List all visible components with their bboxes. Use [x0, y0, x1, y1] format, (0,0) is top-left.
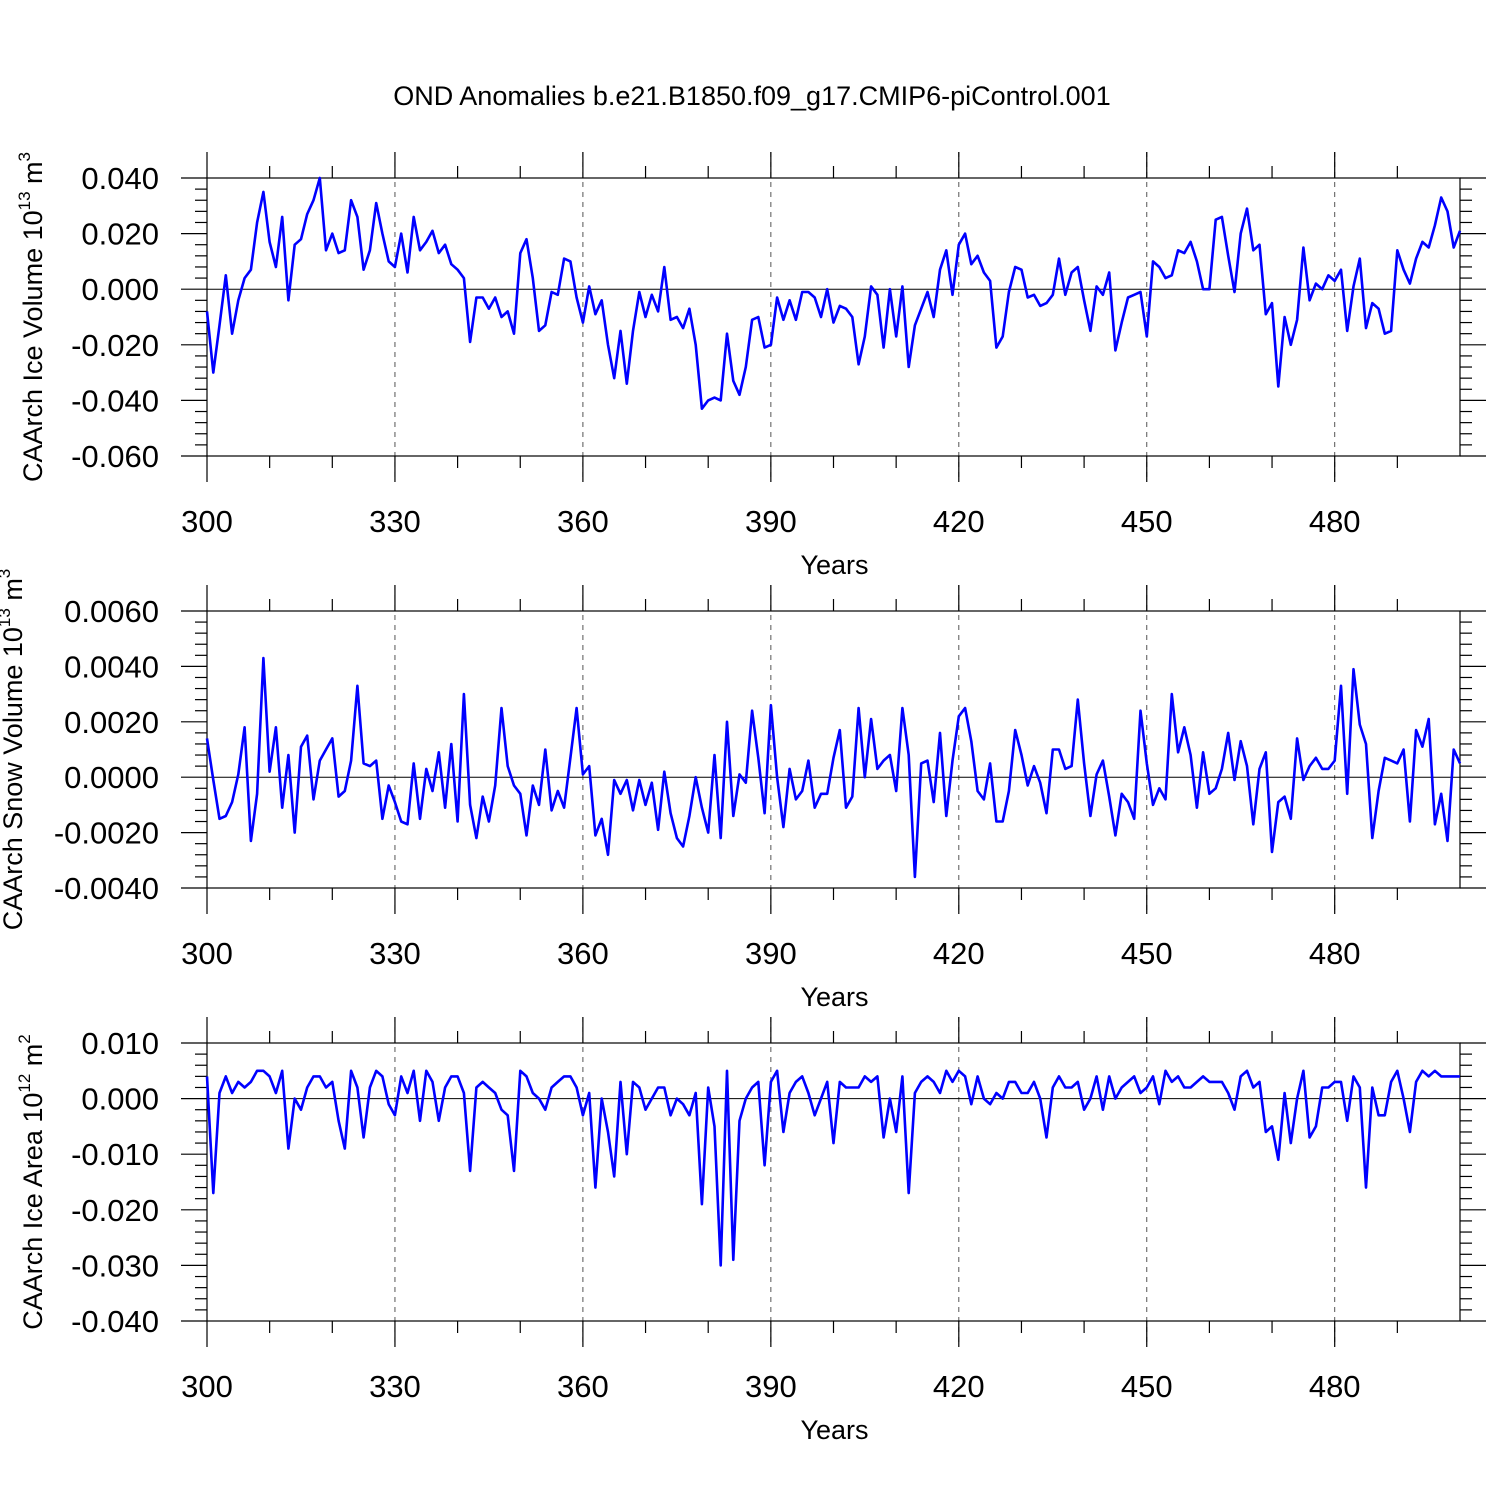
x-tick-label: 420 [933, 936, 985, 971]
y-tick-label: 0.0020 [64, 705, 159, 740]
y-tick-label: -0.040 [71, 1304, 159, 1339]
x-tick-label: 390 [745, 504, 797, 539]
y-axis-label-main: CAArch Ice Area 10 [18, 1093, 48, 1330]
y-tick-label: -0.020 [71, 328, 159, 363]
y-tick-label: 0.010 [81, 1026, 159, 1061]
y-tick-label: -0.010 [71, 1137, 159, 1172]
x-tick-label: 330 [369, 504, 421, 539]
x-axis-label: Years [800, 1415, 868, 1445]
panel-1: 300 330 360 390 420 450 480 -0.060 -0.040 -0.020 0… [15, 152, 1486, 580]
y-axis-label-unit: m [18, 1044, 48, 1074]
y-axis-label-unit-exponent: 3 [0, 569, 14, 578]
y-tick-label: -0.040 [71, 383, 159, 418]
y-tick-label: -0.0040 [54, 871, 159, 906]
chart-title: OND Anomalies b.e21.B1850.f09_g17.CMIP6-… [393, 81, 1110, 111]
x-axis-label: Years [800, 982, 868, 1012]
y-tick-label: 0.020 [81, 217, 159, 252]
x-tick-label: 360 [557, 936, 609, 971]
y-tick-label: -0.030 [71, 1248, 159, 1283]
y-tick-label: 0.000 [81, 272, 159, 307]
y-tick-label: 0.000 [81, 1082, 159, 1117]
series-line [205, 1069, 1460, 1267]
y-axis-label-exponent: 13 [0, 608, 14, 627]
y-tick-label: -0.0020 [54, 816, 159, 851]
y-axis-label-unit-exponent: 2 [15, 1034, 34, 1043]
x-tick-label: 360 [557, 504, 609, 539]
y-tick-label: -0.060 [71, 439, 159, 474]
x-tick-label: 390 [745, 936, 797, 971]
y-axis-label-exponent: 12 [15, 1074, 34, 1093]
x-tick-label: 300 [181, 504, 233, 539]
x-tick-label: 450 [1121, 936, 1173, 971]
y-axis-label: CAArch Snow Volume 1013 m3 [0, 569, 28, 931]
x-tick-label: 480 [1309, 1369, 1361, 1404]
y-axis-label-unit: m [0, 578, 28, 608]
x-tick-label: 330 [369, 936, 421, 971]
y-tick-label: 0.0000 [64, 760, 159, 795]
y-axis-label: CAArch Ice Area 1012 m2 [15, 1034, 48, 1330]
y-axis-label-exponent: 13 [15, 191, 34, 210]
series-line [205, 656, 1462, 879]
series-line [205, 176, 1462, 411]
x-tick-label: 360 [557, 1369, 609, 1404]
y-axis-label-unit-exponent: 3 [15, 152, 34, 161]
x-tick-label: 450 [1121, 504, 1173, 539]
x-tick-label: 390 [745, 1369, 797, 1404]
x-tick-label: 480 [1309, 936, 1361, 971]
panel-3: 300 330 360 390 420 450 480 -0.040 -0.030 -0.020 -… [15, 1017, 1486, 1445]
y-tick-label: -0.020 [71, 1193, 159, 1228]
y-tick-label: 0.040 [81, 161, 159, 196]
y-tick-label: 0.0040 [64, 649, 159, 684]
x-axis-label: Years [800, 550, 868, 580]
x-tick-label: 300 [181, 1369, 233, 1404]
chart-panels: 300 330 360 390 420 450 480 -0.060 -0.040 -0.020 0… [0, 152, 1486, 1445]
x-tick-label: 420 [933, 1369, 985, 1404]
y-axis-label-main: CAArch Snow Volume 10 [0, 627, 28, 930]
y-axis-label-main: CAArch Ice Volume 10 [18, 210, 48, 482]
x-tick-label: 330 [369, 1369, 421, 1404]
y-axis-label: CAArch Ice Volume 1013 m3 [15, 152, 48, 482]
panel-2: 300 330 360 390 420 450 480 -0.0040 -0.0020 0.000… [0, 569, 1486, 1012]
x-tick-label: 420 [933, 504, 985, 539]
y-tick-label: 0.0060 [64, 594, 159, 629]
x-tick-label: 300 [181, 936, 233, 971]
y-axis-label-unit: m [18, 161, 48, 191]
x-tick-label: 480 [1309, 504, 1361, 539]
x-tick-label: 450 [1121, 1369, 1173, 1404]
